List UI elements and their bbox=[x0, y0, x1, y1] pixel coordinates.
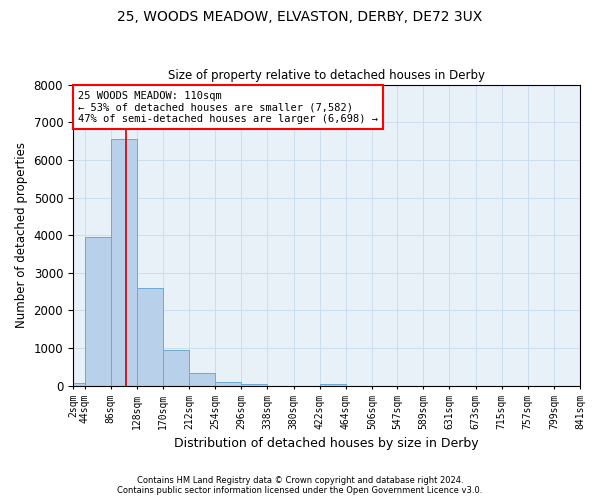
Text: Contains HM Land Registry data © Crown copyright and database right 2024.
Contai: Contains HM Land Registry data © Crown c… bbox=[118, 476, 482, 495]
Title: Size of property relative to detached houses in Derby: Size of property relative to detached ho… bbox=[168, 69, 485, 82]
Bar bbox=[241, 384, 268, 386]
Y-axis label: Number of detached properties: Number of detached properties bbox=[15, 142, 28, 328]
Bar bbox=[73, 383, 85, 386]
Text: 25 WOODS MEADOW: 110sqm
← 53% of detached houses are smaller (7,582)
47% of semi: 25 WOODS MEADOW: 110sqm ← 53% of detache… bbox=[78, 90, 378, 124]
Bar bbox=[215, 382, 241, 386]
X-axis label: Distribution of detached houses by size in Derby: Distribution of detached houses by size … bbox=[174, 437, 479, 450]
Bar bbox=[111, 139, 137, 386]
Bar bbox=[320, 384, 346, 386]
Bar bbox=[137, 288, 163, 386]
Bar bbox=[189, 374, 215, 386]
Text: 25, WOODS MEADOW, ELVASTON, DERBY, DE72 3UX: 25, WOODS MEADOW, ELVASTON, DERBY, DE72 … bbox=[118, 10, 482, 24]
Bar bbox=[85, 237, 111, 386]
Bar bbox=[163, 350, 189, 386]
